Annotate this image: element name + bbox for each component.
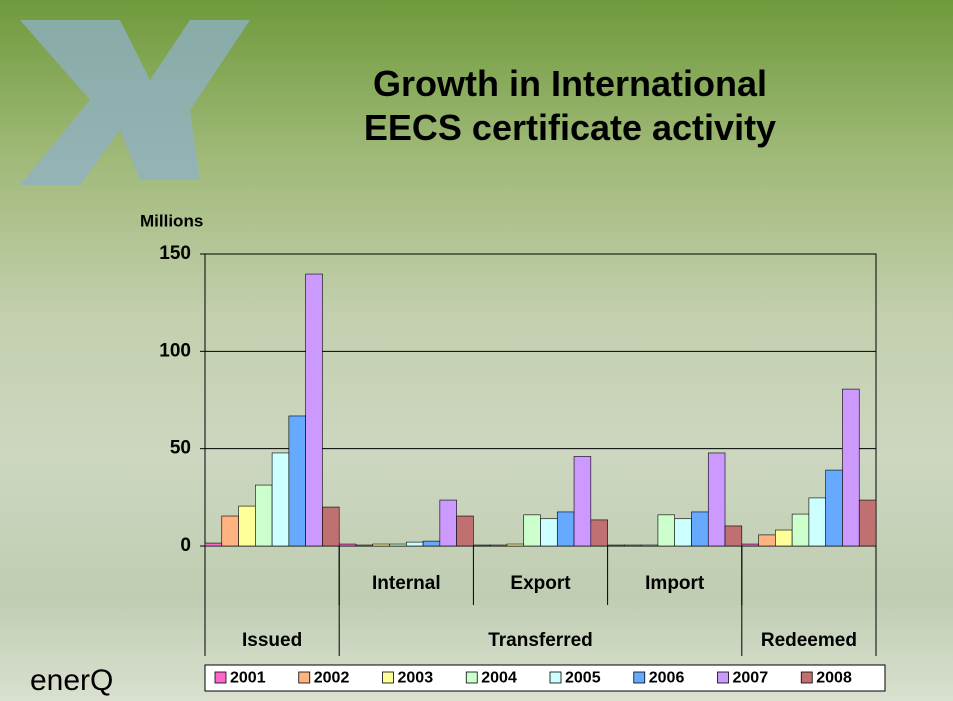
bar — [826, 470, 843, 546]
bar — [691, 512, 708, 546]
group-label: Issued — [242, 630, 302, 651]
legend-label: 2008 — [816, 670, 852, 687]
legend-swatch — [718, 672, 729, 683]
legend-swatch — [215, 672, 226, 683]
bar — [742, 544, 759, 546]
bar — [775, 530, 792, 546]
bar — [339, 544, 356, 546]
y-axis-label: Millions — [140, 211, 203, 230]
bar — [390, 544, 407, 546]
bar — [423, 541, 440, 546]
bar — [792, 514, 809, 546]
legend-swatch — [466, 672, 477, 683]
bar — [373, 544, 390, 546]
bar — [725, 526, 742, 546]
y-tick-label: 100 — [159, 340, 191, 361]
legend-swatch — [550, 672, 561, 683]
bar — [490, 545, 507, 546]
logo-text: enerQ — [30, 664, 113, 697]
bar — [457, 516, 474, 546]
bar — [591, 520, 608, 546]
y-tick-label: 50 — [170, 438, 191, 459]
legend-label: 2002 — [314, 670, 350, 687]
bar — [759, 535, 776, 546]
bar — [239, 506, 256, 546]
bar — [842, 389, 859, 546]
bar — [574, 456, 591, 546]
slide: Growth in International EECS certificate… — [0, 0, 953, 701]
bar — [322, 507, 339, 546]
bar — [255, 485, 272, 546]
legend-label: 2003 — [398, 670, 434, 687]
legend-label: 2004 — [481, 670, 517, 687]
bar — [708, 453, 725, 546]
group-label: Redeemed — [761, 630, 857, 651]
bar — [658, 515, 675, 546]
x-tick-label: Import — [645, 573, 705, 594]
bar — [440, 500, 457, 546]
bar — [222, 516, 239, 546]
bar — [356, 545, 373, 546]
group-label: Transferred — [488, 630, 593, 651]
bar — [524, 515, 541, 546]
bar — [473, 545, 490, 546]
legend-swatch — [801, 672, 812, 683]
bar — [557, 512, 574, 546]
chart: Millions enerQ 0 50 100 150 Internal Export Im… — [0, 0, 953, 701]
bar — [608, 545, 625, 546]
bar — [205, 543, 222, 546]
y-tick-label: 0 — [180, 535, 191, 556]
bar — [675, 519, 692, 546]
bar — [541, 519, 558, 546]
bar — [507, 544, 524, 546]
x-tick-label: Internal — [372, 573, 441, 594]
bar — [406, 542, 423, 546]
legend-label: 2001 — [230, 670, 266, 687]
bar — [809, 498, 826, 546]
logo-graphic — [20, 20, 250, 185]
bar — [624, 545, 641, 546]
legend-swatch — [299, 672, 310, 683]
x-tick-label: Export — [510, 573, 571, 594]
legend-label: 2006 — [649, 670, 685, 687]
bar — [641, 545, 658, 546]
bar — [272, 453, 289, 546]
legend-swatch — [383, 672, 394, 683]
bar — [306, 274, 323, 546]
legend-swatch — [634, 672, 645, 683]
legend-label: 2005 — [565, 670, 601, 687]
legend-label: 2007 — [733, 670, 769, 687]
bar — [859, 500, 876, 546]
y-tick-label: 150 — [159, 243, 191, 264]
bar — [289, 416, 306, 546]
